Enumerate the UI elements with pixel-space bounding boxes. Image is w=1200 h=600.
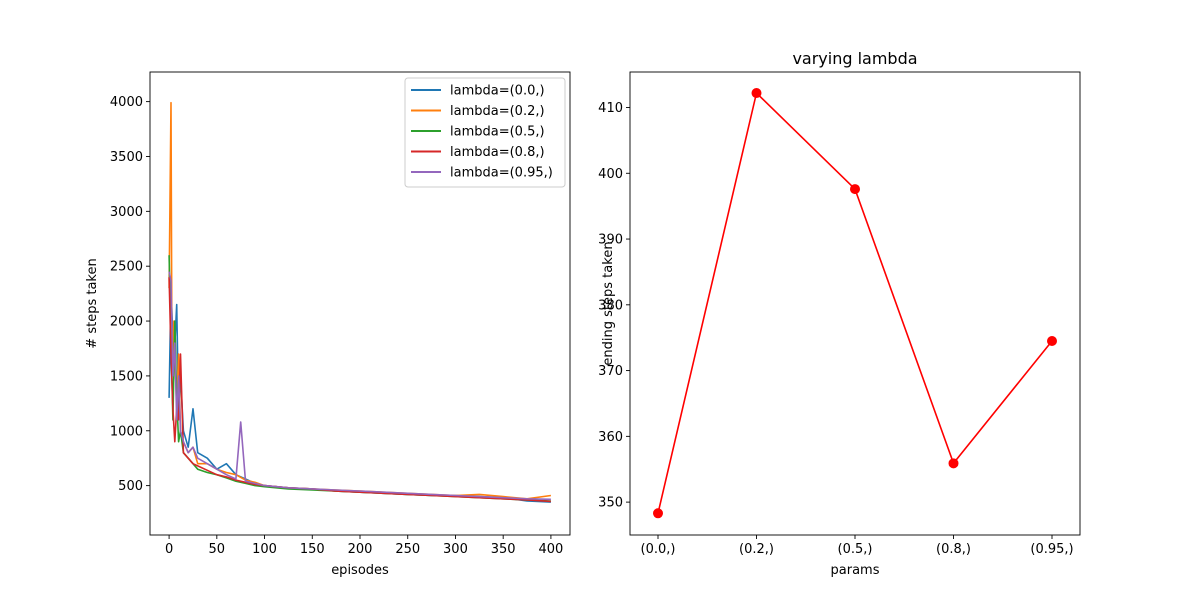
left-x-tick-label: 300	[443, 542, 468, 557]
right-x-tick-label: (0.5,)	[838, 542, 873, 557]
right-x-axis-label: params	[831, 563, 880, 578]
left-y-axis-label: # steps taken	[85, 258, 100, 348]
left-y-tick-label: 500	[118, 479, 143, 494]
right-y-tick-label: 380	[598, 298, 623, 313]
right-chart: (0.0,) (0.2,) (0.5,) (0.8,) (0.95,) 350 360 37…	[598, 49, 1081, 578]
right-y-tick-label: 350	[598, 496, 623, 511]
left-series-group	[168, 101, 552, 503]
right-series-group	[653, 88, 1057, 519]
left-x-tick-label: 250	[395, 542, 420, 557]
right-x-tick-label: (0.0,)	[641, 542, 676, 557]
right-data-point	[653, 508, 663, 519]
left-x-tick-label: 400	[538, 542, 563, 557]
right-y-tick-label: 390	[598, 233, 623, 248]
legend-label-1: lambda=(0.2,)	[450, 104, 545, 119]
left-y-tick-label: 1500	[110, 369, 143, 384]
series-line-3	[168, 277, 551, 503]
right-y-tick-label: 410	[598, 101, 623, 116]
right-x-tick-label: (0.8,)	[936, 542, 971, 557]
legend-entries: lambda=(0.0,) lambda=(0.2,) lambda=(0.5,) l…	[411, 84, 553, 181]
left-y-tick-label: 2000	[110, 315, 143, 330]
right-data-point	[1047, 335, 1057, 346]
legend-label-4: lambda=(0.95,)	[450, 166, 553, 181]
legend-label-2: lambda=(0.5,)	[450, 125, 545, 140]
right-x-tick-label: (0.95,)	[1030, 542, 1073, 557]
left-x-tick-label: 100	[252, 542, 277, 557]
series-line-4	[168, 271, 551, 501]
right-y-tick-label: 370	[598, 364, 623, 379]
legend-label-3: lambda=(0.8,)	[450, 145, 545, 160]
right-chart-title: varying lambda	[792, 49, 917, 68]
right-y-ticks: 350 360 370 380 390 400 410	[598, 101, 630, 511]
left-y-ticks: 500 1000 1500 2000 2500 3000 3500 4000	[110, 95, 150, 494]
right-y-axis-label: ending steps taken	[601, 241, 616, 365]
left-x-tick-label: 350	[491, 542, 516, 557]
legend-label-0: lambda=(0.0,)	[450, 84, 545, 99]
right-plot-frame	[630, 72, 1080, 535]
legend-frame	[404, 77, 566, 188]
legend: lambda=(0.0,) lambda=(0.2,) lambda=(0.5,) l…	[404, 77, 566, 188]
left-y-tick-label: 1000	[110, 424, 143, 439]
left-y-tick-label: 3500	[110, 150, 143, 165]
right-y-tick-label: 400	[598, 167, 623, 182]
right-y-tick-label: 360	[598, 430, 623, 445]
left-y-tick-label: 2500	[110, 260, 143, 275]
right-data-point	[850, 184, 860, 195]
right-data-point	[948, 458, 959, 469]
left-x-tick-label: 150	[300, 542, 325, 557]
left-y-tick-label: 4000	[110, 95, 143, 110]
left-x-ticks: 0 50 100 150 200 250 300 350 400	[165, 535, 563, 557]
left-x-tick-label: 50	[209, 542, 226, 557]
right-data-point	[751, 88, 762, 99]
left-chart: 0 50 100 150 200 250 300 350 400 500 1000 1500 2000…	[85, 71, 571, 578]
left-y-tick-label: 3000	[110, 205, 143, 220]
right-x-ticks: (0.0,) (0.2,) (0.5,) (0.8,) (0.95,)	[641, 535, 1074, 557]
left-x-axis-label: episodes	[331, 563, 389, 578]
left-x-tick-label: 0	[165, 542, 173, 557]
right-x-tick-label: (0.2,)	[739, 542, 774, 557]
left-x-tick-label: 200	[348, 542, 373, 557]
